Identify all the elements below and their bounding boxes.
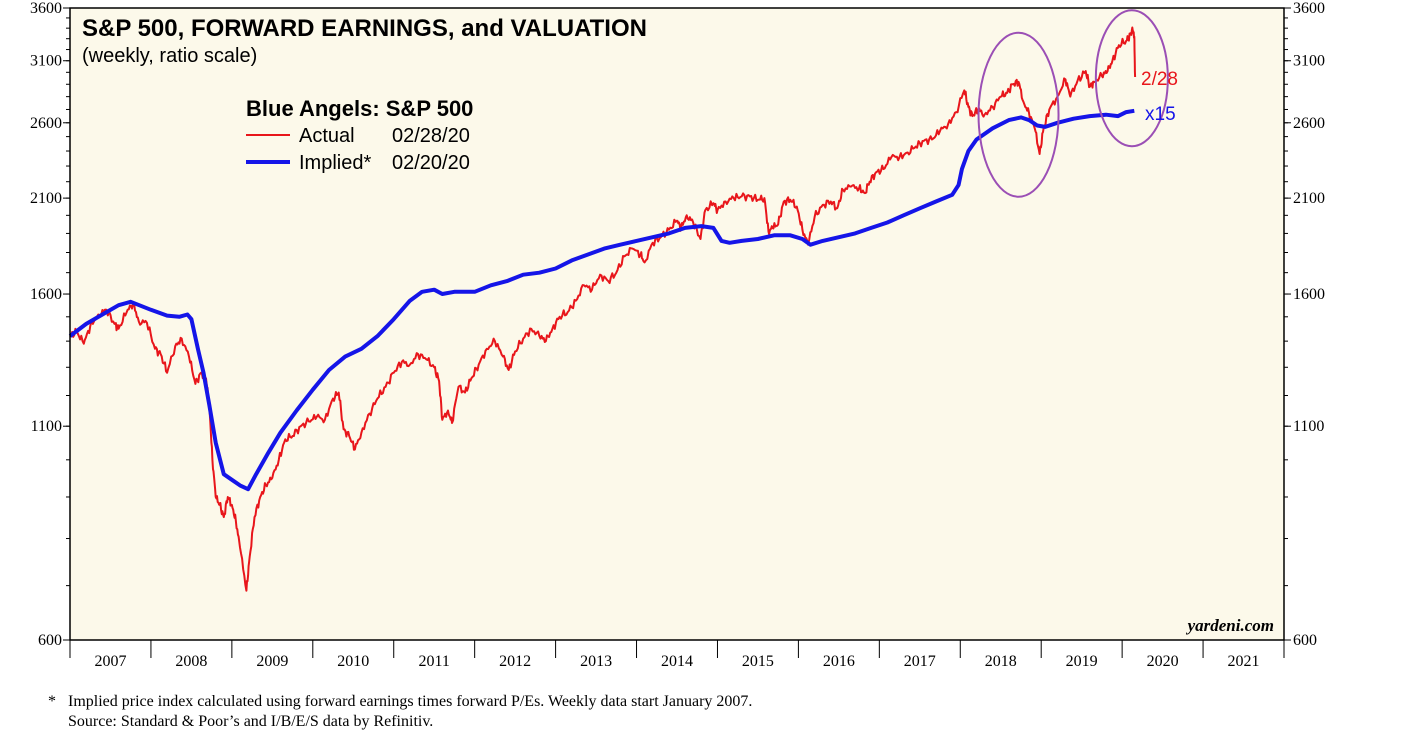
y-tick-label-left: 2600 [30, 115, 62, 132]
legend-title: Blue Angels: S&P 500 [246, 96, 473, 121]
x-tick-label: 2019 [1066, 653, 1098, 670]
source-watermark: yardeni.com [1186, 616, 1274, 635]
plot-area [70, 8, 1284, 640]
highlight-circle [977, 31, 1060, 198]
legend-date-actual: 02/28/20 [392, 125, 470, 147]
plot-frame [69, 7, 1285, 641]
y-tick-label-left: 1100 [31, 418, 62, 435]
y-tick-label-left: 3100 [30, 53, 62, 70]
y-tick-label-right: 2600 [1293, 115, 1325, 132]
x-tick-label: 2020 [1147, 653, 1179, 670]
x-tick-label: 2012 [499, 653, 531, 670]
footnote-source: Source: Standard & Poor’s and I/B/E/S da… [48, 713, 434, 730]
chart-title: S&P 500, FORWARD EARNINGS, and VALUATION [82, 15, 647, 42]
y-tick-label-right: 1600 [1293, 286, 1325, 303]
x-tick-label: 2021 [1228, 653, 1260, 670]
x-tick-label: 2015 [742, 653, 774, 670]
chart: 600 600 1100 1100 1600 1600 2100 2100 2600 2600 31… [30, 0, 1325, 670]
legend-date-implied: 02/20/20 [392, 152, 470, 174]
x-tick-label: 2011 [418, 653, 449, 670]
highlight-circle [1094, 9, 1169, 148]
y-tick-label-right: 1100 [1293, 418, 1324, 435]
x-tick-label: 2016 [823, 653, 855, 670]
series-implied-line [68, 108, 1135, 492]
y-tick-label-left: 3600 [30, 0, 62, 17]
y-tick-label-left: 1600 [30, 286, 62, 303]
y-tick-label-right: 3600 [1293, 0, 1325, 17]
x-tick-label: 2017 [904, 653, 936, 670]
x-tick-label: 2007 [94, 653, 126, 670]
x-tick-label: 2009 [256, 653, 288, 670]
y-tick-label-right: 600 [1293, 632, 1317, 649]
chart-subtitle: (weekly, ratio scale) [82, 45, 257, 67]
x-tick-label: 2013 [580, 653, 612, 670]
y-tick-label-right: 2100 [1293, 190, 1325, 207]
x-tick-label: 2018 [985, 653, 1017, 670]
legend-label-implied: Implied* [299, 152, 371, 174]
x-tick-label: 2010 [337, 653, 369, 670]
legend-label-actual: Actual [299, 125, 355, 147]
annotation-implied: x15 [1145, 104, 1176, 125]
series-actual-line [69, 26, 1137, 592]
y-tick-label-left: 600 [38, 632, 62, 649]
y-tick-label-left: 2100 [30, 190, 62, 207]
x-tick-label: 2014 [661, 653, 693, 670]
y-tick-label-right: 3100 [1293, 53, 1325, 70]
footnote-implied: * Implied price index calculated using f… [48, 693, 753, 710]
annotation-actual: 2/28 [1141, 69, 1178, 90]
x-tick-label: 2008 [175, 653, 207, 670]
